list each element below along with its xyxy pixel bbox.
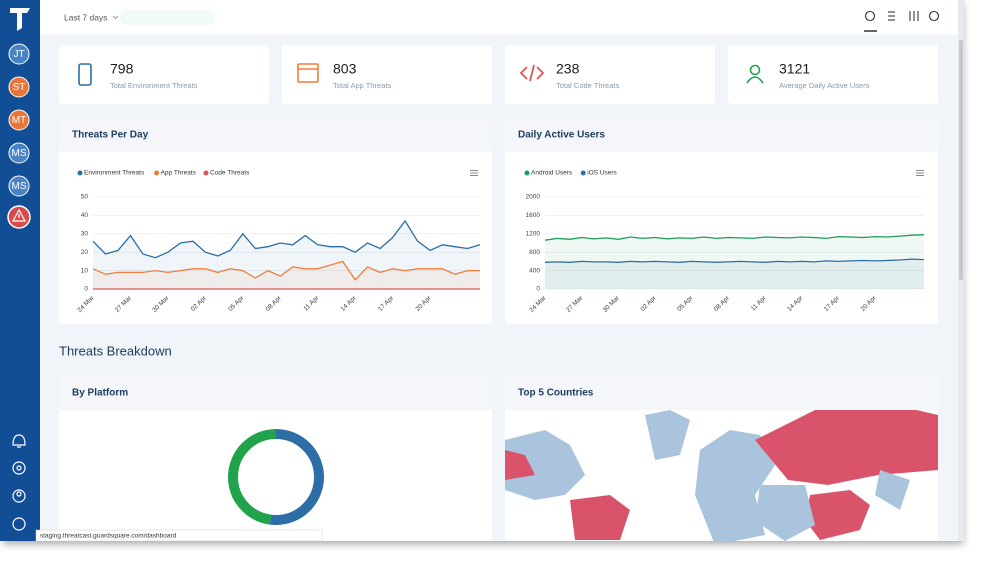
card-title: Top 5 Countries bbox=[518, 388, 594, 399]
y-tick-label: 30 bbox=[81, 231, 89, 238]
avatar[interactable] bbox=[8, 175, 30, 197]
legend-label[interactable]: iOS Users bbox=[587, 170, 617, 177]
legend-swatch[interactable] bbox=[77, 170, 83, 176]
stat-label: Total Environment Threats bbox=[110, 81, 198, 90]
y-tick-label: 20 bbox=[81, 249, 89, 256]
legend-swatch[interactable] bbox=[580, 170, 586, 176]
sidebar-icons[interactable] bbox=[12, 434, 26, 531]
chart-menu[interactable] bbox=[470, 170, 478, 176]
chart-menu[interactable] bbox=[916, 170, 924, 176]
y-tick-label: 50 bbox=[81, 194, 89, 201]
avatar[interactable] bbox=[8, 43, 30, 65]
avatar-initials: MS bbox=[12, 181, 27, 192]
series-line bbox=[92, 260, 480, 281]
legend-swatch[interactable] bbox=[203, 170, 209, 176]
y-tick-label: 2000 bbox=[526, 194, 541, 201]
card-title: Threats Per Day bbox=[72, 130, 149, 141]
date-filter[interactable]: Last 7 days bbox=[64, 12, 107, 22]
avatar-initials: MS bbox=[12, 148, 27, 159]
scroll-thumb[interactable] bbox=[959, 40, 963, 280]
y-tick-label: 1600 bbox=[526, 212, 541, 219]
section-title: Threats Breakdown bbox=[59, 343, 172, 358]
y-tick-label: 1200 bbox=[526, 231, 541, 238]
avatar[interactable] bbox=[8, 109, 30, 131]
legend-label[interactable]: App Threats bbox=[161, 170, 197, 177]
logo bbox=[10, 8, 30, 31]
series-line bbox=[92, 219, 481, 259]
status-bar bbox=[35, 529, 323, 542]
donut-segment[interactable] bbox=[228, 429, 324, 525]
legend-label[interactable]: Code Threats bbox=[210, 170, 250, 177]
y-tick-label: 400 bbox=[529, 267, 540, 274]
status-url: staging.threatcast.guardsquare.com/dashb… bbox=[40, 533, 177, 540]
avatar[interactable] bbox=[8, 76, 30, 98]
avatar-initials: JT bbox=[13, 49, 24, 60]
legend-swatch[interactable] bbox=[154, 170, 160, 176]
legend-label[interactable]: Android Users bbox=[531, 170, 573, 177]
filter-pill bbox=[120, 10, 215, 25]
series-line bbox=[544, 258, 925, 263]
stat-value: 803 bbox=[333, 61, 357, 77]
card-title: By Platform bbox=[72, 388, 128, 399]
card-title: Daily Active Users bbox=[518, 130, 605, 141]
y-tick-label: 0 bbox=[536, 286, 540, 293]
y-tick-label: 40 bbox=[81, 212, 89, 219]
avatar-initials: ST bbox=[13, 82, 26, 93]
alert-icon bbox=[11, 208, 27, 222]
stat-label: Average Daily Active Users bbox=[779, 81, 870, 90]
world-map bbox=[505, 410, 938, 541]
series-area bbox=[93, 261, 480, 289]
y-tick-label: 0 bbox=[84, 286, 88, 293]
dropdown-arrow bbox=[112, 15, 119, 20]
avatar-initials: MT bbox=[12, 115, 26, 126]
stat-cards bbox=[59, 45, 938, 104]
legend-label[interactable]: Environment Threats bbox=[84, 170, 145, 177]
toolbar-icons[interactable] bbox=[864, 10, 940, 32]
series-area bbox=[545, 259, 924, 289]
stat-value: 238 bbox=[556, 61, 580, 77]
avatar[interactable] bbox=[8, 142, 30, 164]
y-tick-label: 10 bbox=[81, 267, 89, 274]
stat-label: Total Code Threats bbox=[556, 81, 619, 90]
stat-label: Total App Threats bbox=[333, 81, 391, 90]
legend-swatch[interactable] bbox=[524, 170, 530, 176]
stat-value: 3121 bbox=[779, 61, 810, 77]
y-tick-label: 800 bbox=[529, 249, 540, 256]
stat-value: 798 bbox=[110, 61, 134, 77]
series-line bbox=[544, 234, 925, 241]
